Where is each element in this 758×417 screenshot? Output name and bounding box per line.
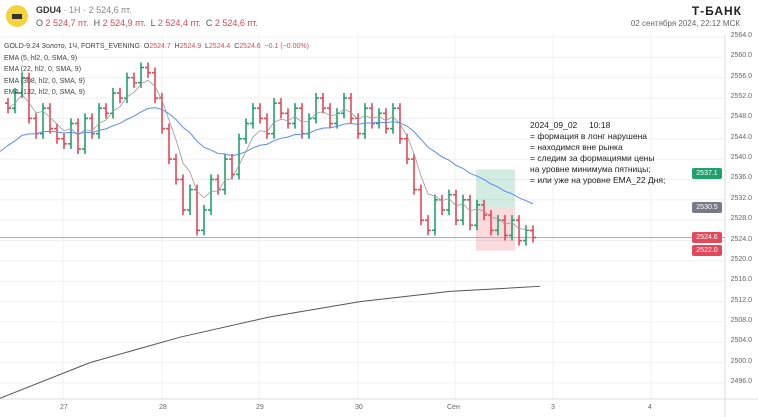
high-value: 2 524,9 пт. <box>102 18 146 28</box>
price-label: 2540.0 <box>730 154 752 162</box>
price-label: 2524.0 <box>730 235 752 243</box>
price-badge: 2522.0 <box>692 245 722 257</box>
price-badge: 2530.5 <box>692 201 722 213</box>
indicator-ema22[interactable]: EMA (22, hl2, 0, SMA, 9) <box>4 66 82 73</box>
high-label: H <box>93 18 101 28</box>
time-label: Сен <box>447 404 460 411</box>
price-label: 2552.0 <box>730 93 752 101</box>
price-label: 2544.0 <box>730 133 752 141</box>
ticker[interactable]: GDU4 <box>36 5 62 15</box>
price-label: 2516.0 <box>730 276 752 284</box>
chart-annotation: 2024_09_02 10:18 = формация в лонг наруш… <box>530 120 666 185</box>
price-label: 2504.0 <box>730 337 752 345</box>
price-label: 2500.0 <box>730 357 752 365</box>
price-label: 2564.0 <box>730 32 752 39</box>
price-label: 2520.0 <box>730 255 752 263</box>
ema308-line <box>0 285 541 399</box>
price-label: 2560.0 <box>730 52 752 60</box>
long-stop-zone <box>476 207 515 251</box>
price-label: 2556.0 <box>730 72 752 80</box>
time-label: 29 <box>256 404 264 411</box>
chart-legend: GOLD-9.24 Золото, 1Ч, FORTS_EVENING O252… <box>4 41 309 99</box>
ohlc-line: O 2 524,7 пт. H 2 524,9 пт. L 2 524,4 пт… <box>36 18 258 28</box>
interval[interactable]: 1H <box>69 5 81 15</box>
brand-logo: Т-БАНК <box>691 4 742 18</box>
gold-bar-icon <box>6 5 28 27</box>
price-label: 2536.0 <box>730 174 752 182</box>
time-label: 30 <box>355 404 363 411</box>
ema22-line <box>0 107 534 205</box>
indicator-ema308[interactable]: EMA (308, hl2, 0, SMA, 9) <box>4 77 85 85</box>
indicator-ema132[interactable]: EMA (132, hl2, 0, SMA, 9) <box>4 89 85 96</box>
low-value: 2 524,4 пт. <box>157 18 201 28</box>
price-badge: 2537.1 <box>692 168 722 180</box>
time-label: 4 <box>648 404 652 411</box>
time-label: 3 <box>551 404 555 411</box>
instrument-header: GDU4 · 1H · 2 524,6 пт. O 2 524,7 пт. H … <box>0 0 758 34</box>
price-label: 2512.0 <box>730 296 752 304</box>
open-value: 2 524,7 пт. <box>45 18 89 28</box>
low-label: L <box>150 18 156 28</box>
time-label: 27 <box>60 404 68 411</box>
open-label: O <box>36 18 44 28</box>
price-badge: 2524.6 <box>692 231 722 243</box>
legend-ohlc: GOLD-9.24 Золото, 1Ч, FORTS_EVENING O252… <box>4 43 309 50</box>
ema5-line <box>7 79 534 233</box>
close-label: C <box>205 18 213 28</box>
time-label: 28 <box>159 404 167 411</box>
indicator-ema5[interactable]: EMA (5, hl2, 0, SMA, 9) <box>4 54 78 62</box>
datetime: 02 сентября 2024, 22:12 МСК <box>630 19 740 28</box>
ticker-line: GDU4 · 1H · 2 524,6 пт. <box>36 5 132 15</box>
price-label: 2508.0 <box>730 316 752 324</box>
long-target-zone <box>476 169 515 208</box>
price-label: 2548.0 <box>730 113 752 121</box>
price-label: 2528.0 <box>730 215 752 223</box>
close-value: 2 524,6 пт. <box>214 18 258 28</box>
price-label: 2496.0 <box>730 377 752 385</box>
last-price: 2 524,6 пт. <box>88 5 132 15</box>
price-chart[interactable] <box>0 34 758 417</box>
price-label: 2532.0 <box>730 194 752 202</box>
